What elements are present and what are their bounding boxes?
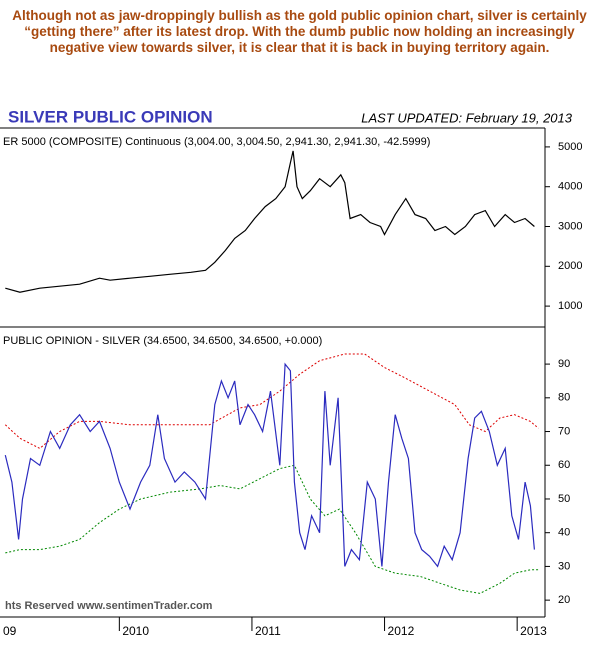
- y-tick-label: 2000: [558, 260, 582, 272]
- series-line: [5, 150, 535, 293]
- copyright: hts Reserved www.sentimenTrader.com: [5, 600, 213, 612]
- y-tick-label: 50: [558, 493, 570, 505]
- y-tick-label: 40: [558, 527, 570, 539]
- y-tick-label: 70: [558, 425, 570, 437]
- y-tick-label: 3000: [558, 220, 582, 232]
- y-tick-label: 4000: [558, 181, 582, 193]
- y-tick-label: 90: [558, 358, 570, 370]
- y-tick-label: 1000: [558, 300, 582, 312]
- y-tick-label: 20: [558, 594, 570, 606]
- panel-label: ER 5000 (COMPOSITE) Continuous (3,004.00…: [3, 136, 430, 148]
- x-tick-label: 2010: [122, 624, 149, 638]
- last-updated: LAST UPDATED: February 19, 2013: [361, 110, 573, 125]
- y-tick-label: 5000: [558, 141, 582, 153]
- y-tick-label: 30: [558, 560, 570, 572]
- series-line: [4, 362, 535, 568]
- commentary: Although not as jaw-droppingly bullish a…: [12, 8, 587, 55]
- x-tick-label: 2013: [520, 624, 547, 638]
- y-tick-label: 80: [558, 392, 570, 404]
- series-line: [4, 353, 539, 449]
- x-tick-label: 2012: [388, 624, 415, 638]
- chart-title: SILVER PUBLIC OPINION: [8, 107, 213, 126]
- panel-label: PUBLIC OPINION - SILVER (34.6500, 34.650…: [3, 335, 322, 347]
- y-tick-label: 60: [558, 459, 570, 471]
- series-line: [5, 464, 539, 594]
- x-tick-label: 09: [3, 624, 17, 638]
- x-tick-label: 2011: [255, 624, 281, 638]
